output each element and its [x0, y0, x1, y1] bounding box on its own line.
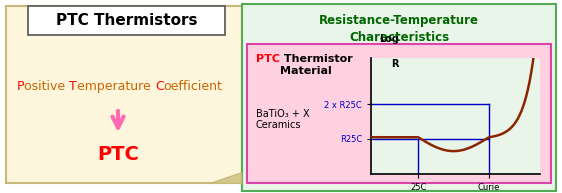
- Text: Log: Log: [379, 34, 399, 44]
- Text: R: R: [391, 59, 398, 69]
- Text: Thermistor
Material: Thermistor Material: [280, 54, 352, 76]
- Text: PTC Thermistors: PTC Thermistors: [56, 13, 197, 28]
- Text: Resistance-Temperature
Characteristics: Resistance-Temperature Characteristics: [319, 14, 479, 44]
- Text: C: C: [155, 80, 164, 93]
- FancyBboxPatch shape: [247, 44, 551, 183]
- Text: ositive: ositive: [24, 80, 70, 93]
- Text: P: P: [17, 80, 24, 93]
- FancyBboxPatch shape: [242, 4, 556, 191]
- Text: emperature: emperature: [77, 80, 155, 93]
- Polygon shape: [211, 173, 242, 183]
- Text: PTC: PTC: [97, 145, 139, 164]
- Text: BaTiO₃ + X
Ceramics: BaTiO₃ + X Ceramics: [256, 109, 309, 130]
- FancyBboxPatch shape: [28, 6, 225, 35]
- FancyBboxPatch shape: [6, 6, 242, 183]
- Text: PTC: PTC: [256, 54, 280, 64]
- Text: oefficient: oefficient: [164, 80, 223, 93]
- Text: T: T: [70, 80, 77, 93]
